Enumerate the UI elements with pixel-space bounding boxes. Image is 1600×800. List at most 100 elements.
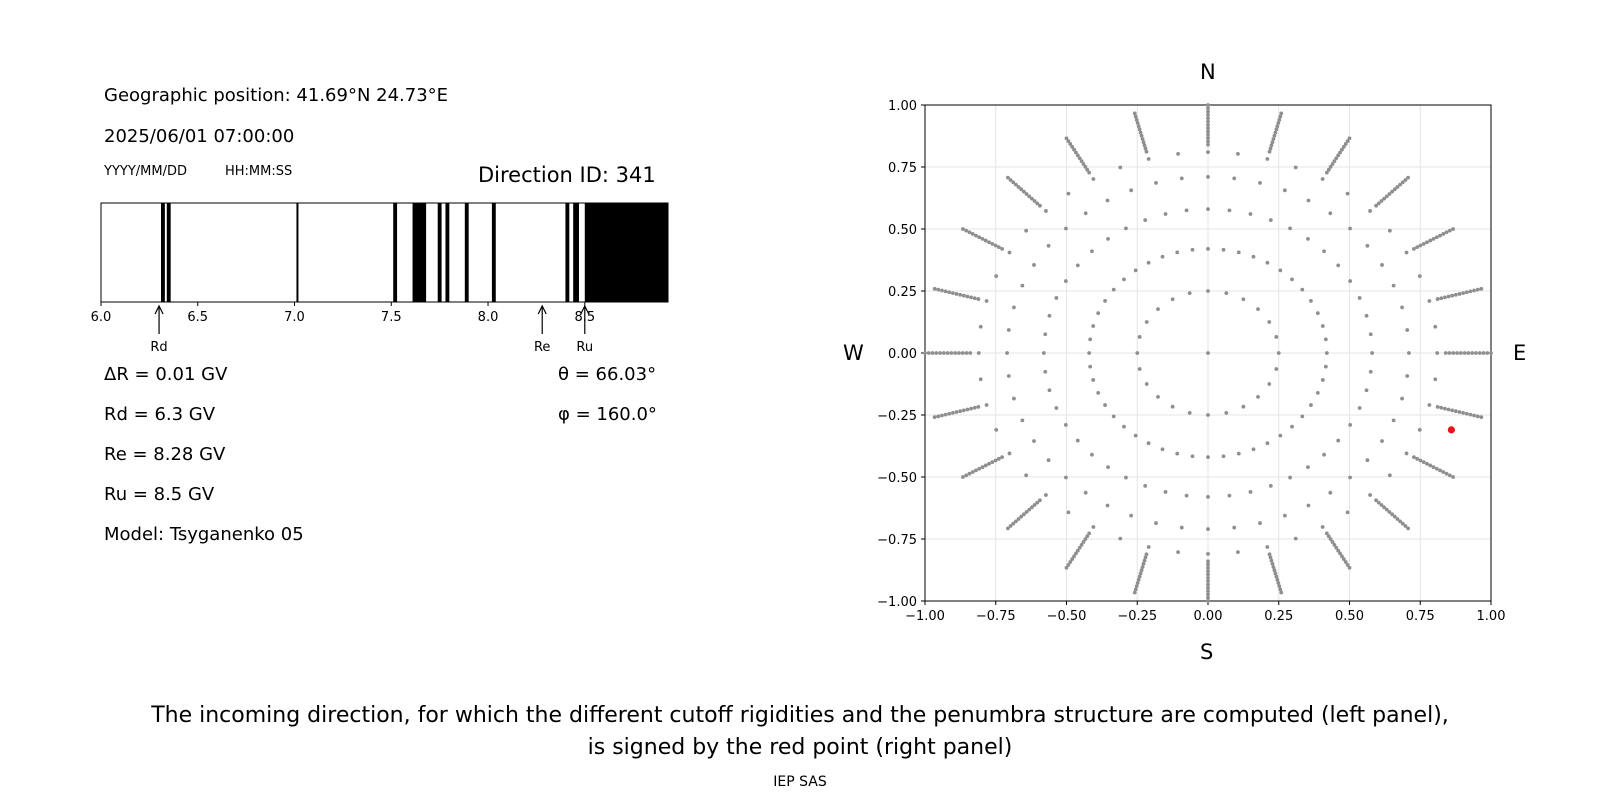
direction-point [1044,209,1048,213]
direction-point [1320,177,1325,181]
y-tick-label: −0.25 [877,409,917,424]
direction-point [1288,475,1292,480]
direction-point [950,411,955,415]
direction-point [1406,175,1411,180]
direction-point [1008,178,1013,182]
direction-point [958,409,963,414]
direction-point [1206,246,1210,251]
direction-point [1390,512,1395,517]
direction-point [1384,507,1389,512]
direction-point [1206,136,1210,140]
direction-point [1417,427,1422,432]
direction-point [1007,451,1012,456]
direction-point [969,295,973,300]
direction-point [974,468,978,473]
direction-point [1206,579,1210,584]
direction-point [1184,493,1189,498]
direction-point [993,243,998,248]
direction-point [1451,351,1456,355]
direction-point [1404,451,1409,456]
direction-point [1461,291,1466,295]
forbidden-band [464,203,469,302]
direction-point [1206,569,1210,574]
direction-point [1267,149,1272,154]
direction-point [1421,460,1426,465]
direction-point [978,324,983,329]
direction-point [1038,498,1042,503]
direction-point [1236,451,1241,456]
direction-point [1075,438,1080,443]
direction-point [1453,409,1458,414]
direction-point [1083,537,1088,542]
datetime: 2025/06/01 07:00:00 [104,126,295,147]
direction-point [1441,232,1446,236]
direction-point [1338,551,1342,556]
direction-point [1435,351,1440,355]
marker-label: Rd [150,340,167,355]
x-tick-label: 8.0 [478,310,499,325]
direction-point [1418,243,1423,248]
direction-point [1122,277,1126,282]
direction-point [974,233,978,238]
direction-point [1395,185,1400,189]
direction-point [1024,473,1029,478]
x-tick-label: 0.75 [1406,609,1435,624]
direction-point [936,287,941,292]
direction-point [1081,162,1086,166]
y-tick-label: 0.00 [888,347,917,362]
direction-point [1417,274,1422,279]
direction-point [1144,552,1149,557]
direction-point [1336,263,1341,268]
direction-point [1320,324,1325,328]
direction-point [1087,531,1092,536]
direction-point [1133,114,1138,119]
direction-point [943,289,948,294]
x-tick-label: 1.00 [1477,609,1506,624]
direction-point [1434,235,1439,240]
direction-point [1322,452,1326,457]
direction-point [1433,324,1438,329]
direction-point [1433,377,1438,382]
direction-point [1206,139,1210,144]
direction-point [1038,203,1042,208]
direction-point [1190,247,1195,252]
forbidden-band [573,203,579,302]
direction-point [926,351,931,355]
direction-point [1074,551,1078,556]
direction-point [1236,550,1240,555]
direction-point [1143,146,1148,151]
direction-point [1269,143,1274,148]
direction-point [1024,228,1029,233]
direction-point [1391,418,1396,423]
direction-point [1047,313,1052,318]
direction-point [1427,299,1432,303]
x-tick-label: 0.00 [1194,609,1223,624]
direction-point [1485,351,1490,355]
direction-point [1170,297,1175,302]
direction-point [1439,405,1444,410]
x-tick-label: −1.00 [905,609,945,624]
direction-point [1328,490,1333,495]
direction-point [1129,188,1134,193]
direction-point [1074,150,1078,155]
direction-point [1134,117,1139,122]
direction-point [1144,149,1149,154]
direction-point [980,237,985,241]
direction-point [1068,142,1073,146]
direction-point [1300,414,1305,419]
direction-point [1206,595,1210,600]
direction-point [1232,176,1237,181]
direction-point [1141,140,1146,145]
direction-point [1403,178,1408,182]
direction-point [932,415,937,420]
direction-point [1043,369,1048,374]
direction-point [965,407,970,412]
compass-west-label: W [843,341,864,365]
direction-point [1032,199,1037,203]
direction-point [1085,534,1090,539]
direction-point [961,475,965,479]
direction-point [1404,250,1409,255]
direction-point [1206,575,1210,580]
forbidden-band [412,203,427,302]
direction-point [984,299,989,303]
